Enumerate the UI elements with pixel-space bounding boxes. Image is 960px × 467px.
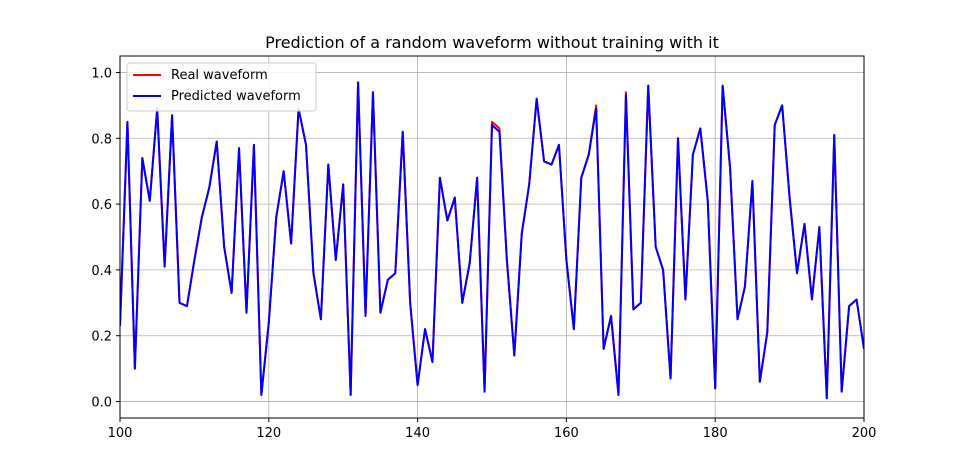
y-tick-label: 0.4 bbox=[91, 264, 112, 279]
legend-label-predicted: Predicted waveform bbox=[171, 89, 301, 104]
series-lines bbox=[120, 81, 864, 400]
x-tick-label: 140 bbox=[405, 426, 430, 441]
x-tick-label: 180 bbox=[703, 426, 728, 441]
plot-area-frame bbox=[119, 55, 865, 419]
y-tick-label: 0.6 bbox=[91, 198, 112, 213]
y-tick-label: 0.8 bbox=[91, 132, 112, 147]
x-tick-label: 200 bbox=[852, 426, 877, 441]
predicted-waveform-line bbox=[120, 81, 864, 400]
y-tick-label: 0.0 bbox=[91, 396, 112, 411]
x-tick-label: 120 bbox=[256, 426, 281, 441]
axis-ticks: 100 120 140 160 180 200 0.0 0.2 0.4 0.6 0.8 1.0 bbox=[91, 66, 876, 441]
y-tick-label: 1.0 bbox=[91, 66, 112, 81]
chart-title: Prediction of a random waveform without … bbox=[265, 33, 719, 52]
legend-box bbox=[126, 62, 317, 112]
legend-label-real: Real waveform bbox=[171, 68, 268, 83]
x-tick-label: 160 bbox=[554, 426, 579, 441]
y-tick-label: 0.2 bbox=[91, 330, 112, 345]
x-tick-label: 100 bbox=[108, 426, 133, 441]
legend: Real waveform Predicted waveform bbox=[126, 62, 317, 112]
